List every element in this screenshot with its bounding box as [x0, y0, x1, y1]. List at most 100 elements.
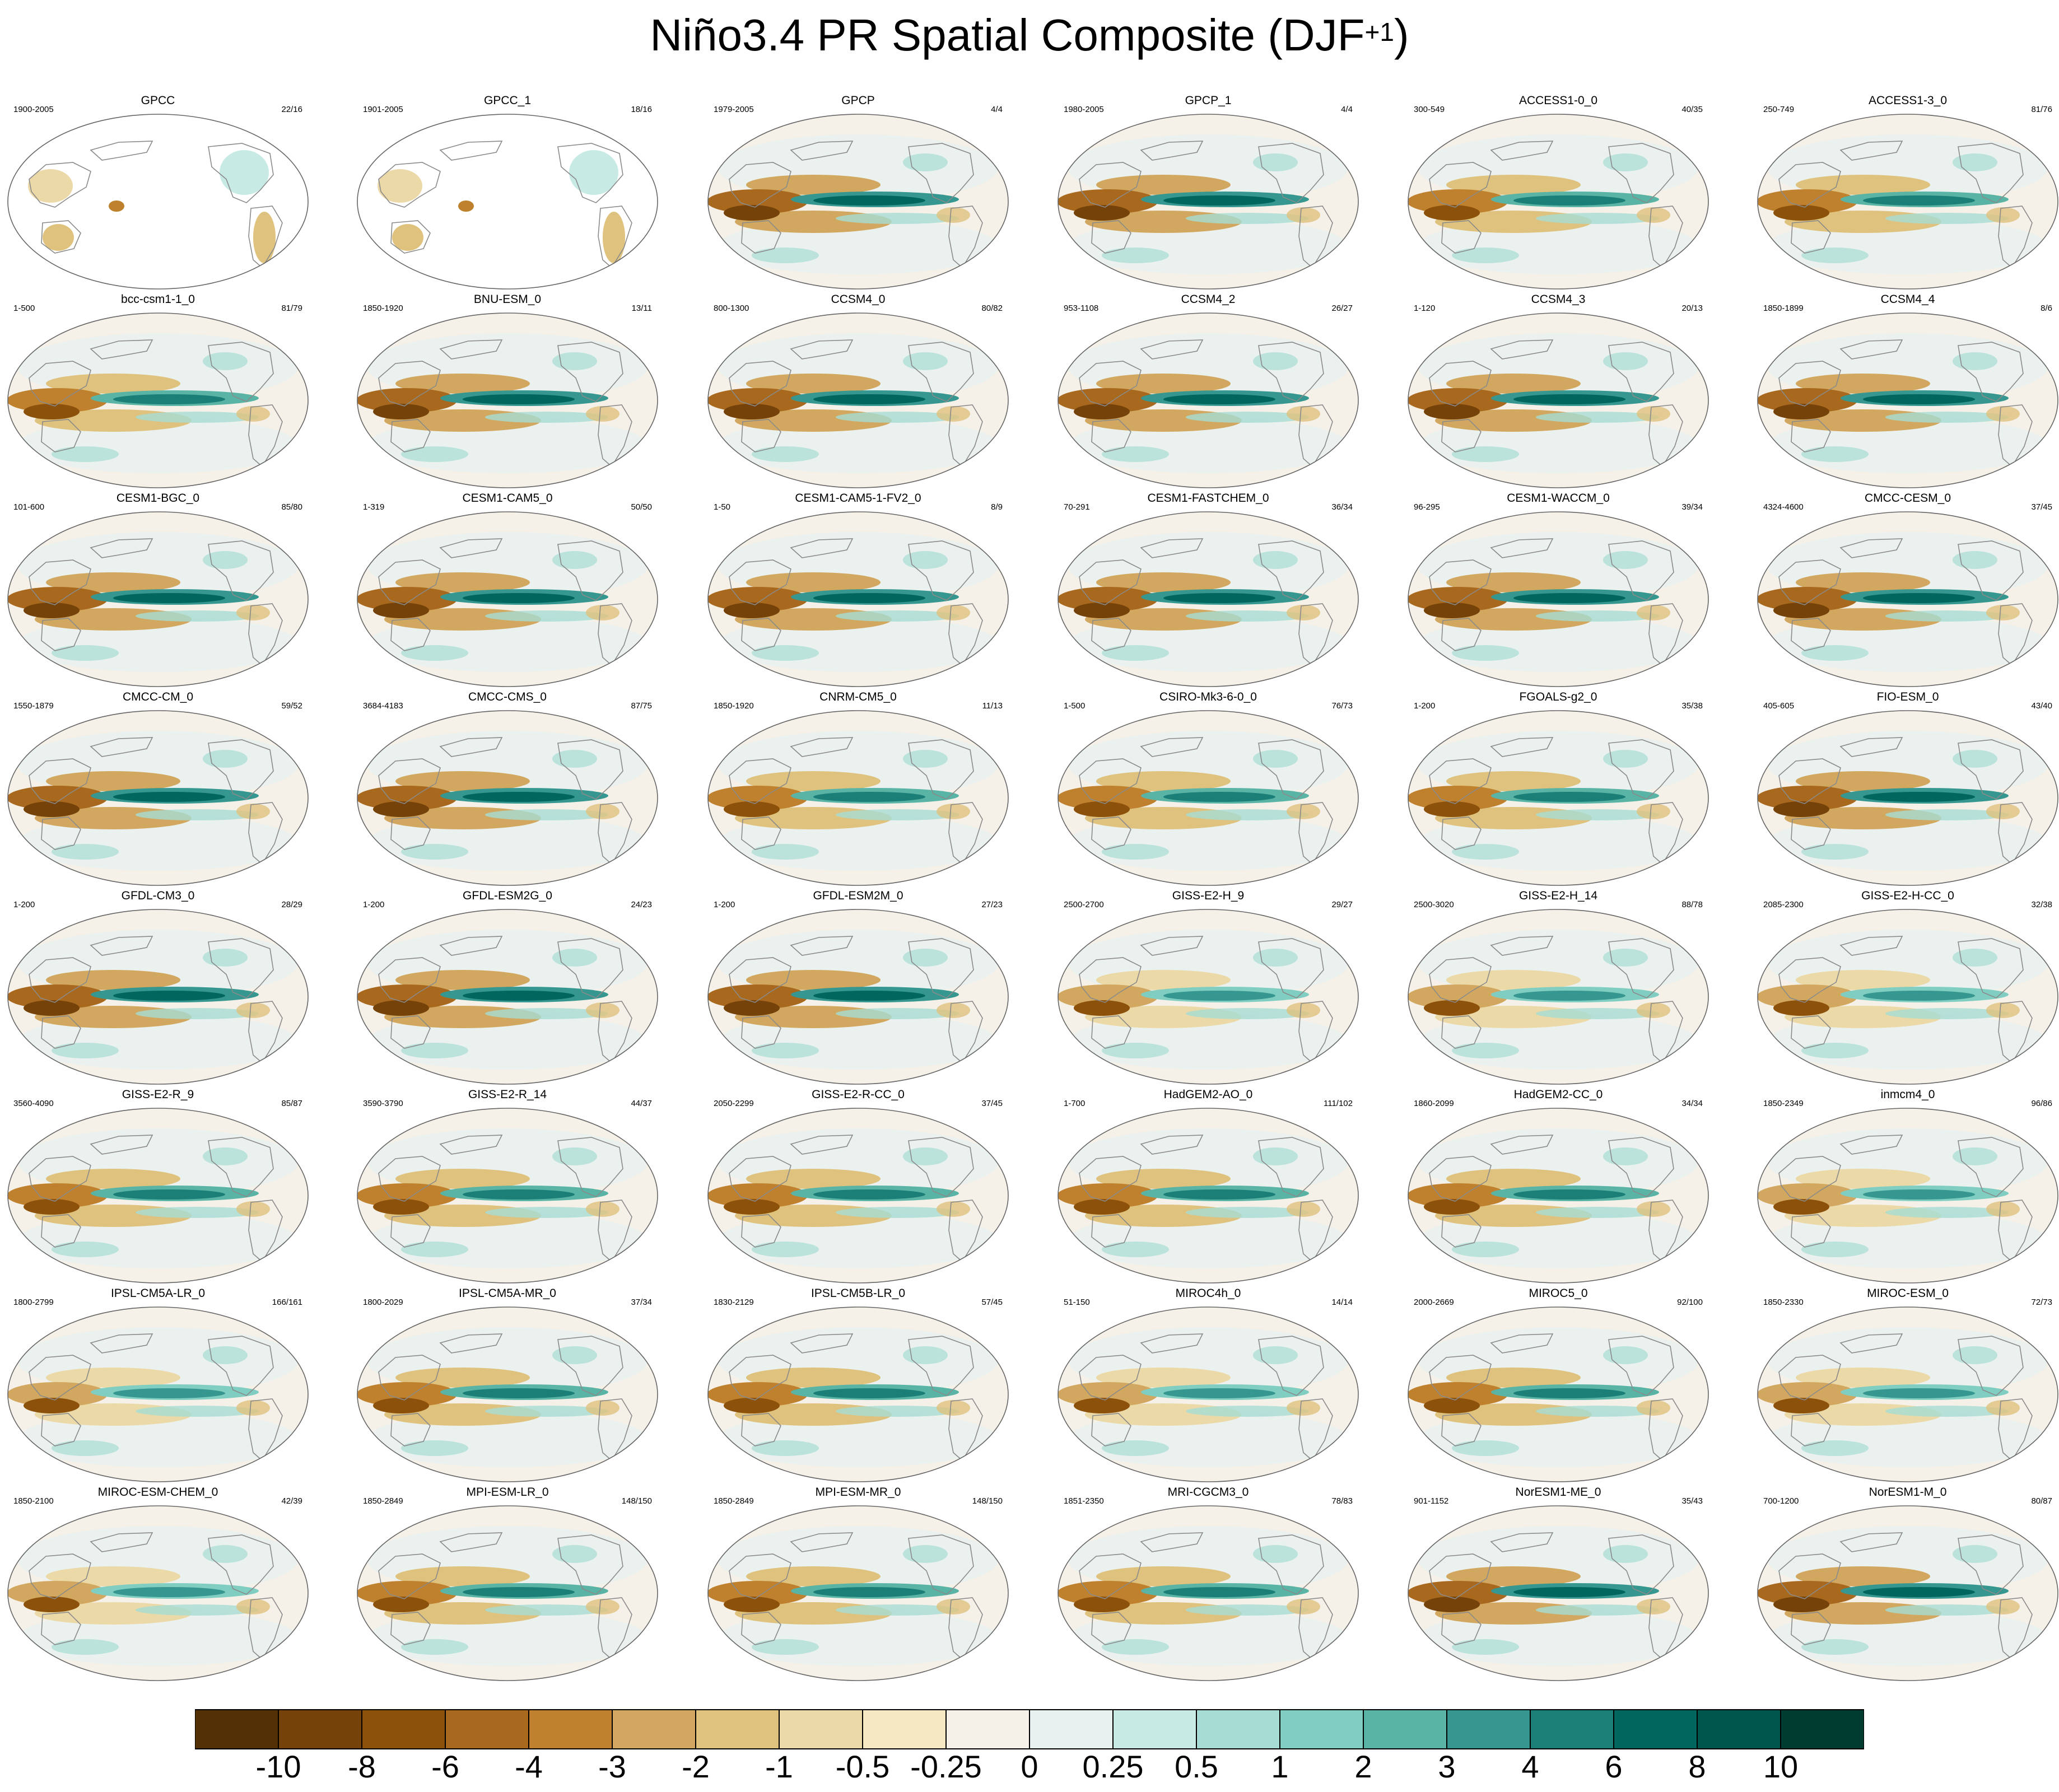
coastline [1839, 1135, 1903, 1155]
coastline [248, 206, 283, 269]
precip-anomaly-dry [373, 1000, 429, 1016]
precip-anomaly-wet [113, 1388, 225, 1398]
precip-anomaly-dry [1096, 175, 1231, 195]
precip-anomaly-dry [1773, 603, 1829, 618]
coastline [248, 603, 283, 666]
coastline [790, 538, 854, 558]
map-border [1058, 1306, 1359, 1482]
panel-title: CMCC-CESM_0 [1864, 492, 1951, 505]
precip-anomaly-dry [1773, 1000, 1829, 1016]
precip-anomaly-dry [1796, 374, 1930, 394]
map-border [7, 114, 309, 290]
panel-title: MIROC5_0 [1529, 1287, 1588, 1300]
precip-anomaly-dry [1986, 605, 2020, 620]
precip-anomaly-wet [552, 352, 597, 370]
precip-anomaly-dry [236, 1201, 270, 1217]
precip-anomaly-wet [463, 593, 575, 603]
panel-event-count: 85/80 [281, 502, 302, 512]
panel-title: CCSM4_2 [1181, 293, 1236, 306]
precip-anomaly-dry [1074, 205, 1130, 221]
panel-year-range: 1979-2005 [714, 105, 754, 114]
precip-anomaly-wet [1536, 1604, 1659, 1616]
map-border [1757, 114, 2058, 290]
precip-anomaly-wet [1253, 551, 1298, 569]
colorbar-swatch [945, 1709, 1030, 1749]
panel-year-range: 1901-2005 [363, 105, 403, 114]
precip-anomaly-dry [1796, 175, 1930, 195]
panel-year-range: 3684-4183 [363, 701, 403, 711]
map-plot [1058, 1108, 1359, 1284]
map-panel: MIROC4h_0 51-150 14/14 [1057, 1286, 1359, 1485]
panel-year-range: 2085-2300 [1763, 900, 1804, 909]
map-panel: IPSL-CM5A-MR_0 1800-2029 37/34 [356, 1286, 659, 1485]
colorbar-swatch [612, 1709, 696, 1749]
map-panel: CESM1-BGC_0 101-600 85/80 [7, 491, 309, 689]
coastline [1079, 957, 1142, 1003]
map-panel: CSIRO-Mk3-6-0_0 1-500 76/73 [1057, 689, 1359, 888]
coastline [1258, 1336, 1324, 1396]
coastline [439, 141, 503, 161]
precip-anomaly-dry [1986, 1201, 2020, 1217]
map-border [1757, 1108, 2058, 1284]
precip-anomaly-dry [1096, 970, 1231, 990]
precip-anomaly-dry [46, 572, 180, 592]
coastline [557, 938, 623, 998]
panel-year-range: 1830-2129 [714, 1298, 754, 1307]
panel-event-count: 24/23 [631, 900, 652, 909]
coastline [1429, 957, 1492, 1003]
precip-anomaly-dry [724, 603, 780, 618]
precip-anomaly-dry [937, 804, 970, 819]
precip-anomaly-wet [752, 446, 819, 462]
panel-event-count: 43/40 [2031, 701, 2052, 711]
panel-year-range: 1850-2100 [13, 1496, 54, 1506]
coastline [1298, 1200, 1333, 1263]
coastline [741, 1612, 781, 1645]
panel-title: GPCP_1 [1185, 94, 1232, 107]
precip-anomaly-wet [552, 750, 597, 768]
precip-anomaly-dry [1074, 1000, 1130, 1016]
precip-anomaly-wet [1513, 991, 1625, 1001]
precip-anomaly-dry [395, 970, 530, 990]
precip-anomaly-wet [813, 593, 925, 603]
panel-year-range: 1550-1879 [13, 701, 54, 711]
panel-event-count: 76/73 [1331, 701, 1353, 711]
precip-anomaly-wet [1186, 1008, 1309, 1019]
coastline [378, 361, 441, 407]
coastline [248, 1398, 283, 1462]
panel-event-count: 26/27 [1331, 304, 1353, 313]
map-plot [7, 114, 309, 290]
map-border [707, 1505, 1009, 1681]
panel-title: CSIRO-Mk3-6-0_0 [1159, 690, 1257, 703]
coastline [557, 1534, 623, 1595]
coastline [248, 1200, 283, 1263]
coastline [1091, 618, 1131, 651]
coastline [1778, 758, 1841, 804]
precip-anomaly-wet [1801, 248, 1869, 263]
map-plot [1408, 114, 1709, 290]
coastline [908, 938, 974, 998]
precip-anomaly-dry [724, 801, 780, 817]
precip-anomaly-wet [203, 352, 248, 370]
precip-anomaly-dry [1986, 1400, 2020, 1416]
precip-anomaly-wet [401, 1639, 468, 1655]
map-panel: GISS-E2-R-CC_0 2050-2299 37/45 [707, 1087, 1009, 1286]
precip-anomaly-dry [1796, 771, 1930, 791]
coastline [790, 1135, 854, 1155]
coastline [1429, 1355, 1492, 1401]
coastline [598, 1001, 632, 1064]
coastline [1998, 802, 2033, 865]
colorbar-tick-label: 3 [1438, 1749, 1456, 1784]
precip-anomaly-dry [1424, 1000, 1480, 1016]
map-panel: FGOALS-g2_0 1-200 35/38 [1407, 689, 1709, 888]
panel-event-count: 37/45 [981, 1099, 1003, 1108]
precip-anomaly-wet [836, 1207, 959, 1218]
map-border [357, 511, 658, 687]
precip-anomaly-dry [937, 605, 970, 620]
precip-anomaly-wet [52, 1242, 119, 1257]
precip-anomaly-dry [1096, 374, 1231, 394]
map-plot [357, 909, 658, 1085]
panel-event-count: 14/14 [1331, 1298, 1353, 1307]
colorbar-swatch [1112, 1709, 1197, 1749]
map-panel: GFDL-ESM2M_0 1-200 27/23 [707, 888, 1009, 1087]
precip-anomaly-wet [1163, 195, 1275, 206]
